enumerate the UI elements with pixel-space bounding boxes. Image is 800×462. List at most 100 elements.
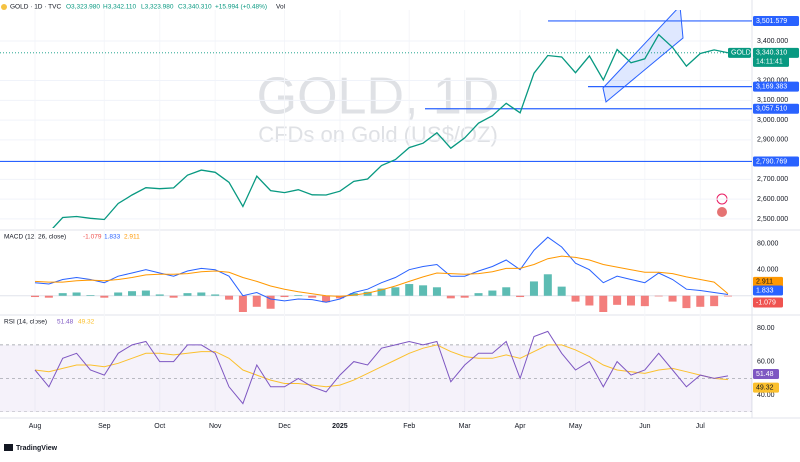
histogram-bar [169,295,178,298]
histogram-bar [141,290,150,296]
watermark-subtitle: CFDs on Gold (US$/OZ) [258,122,498,147]
histogram-bar [100,295,109,298]
last-price-tag: 3,340.310 [756,50,787,57]
histogram-bar [543,274,552,296]
histogram-bar [391,287,400,296]
macd-hist-value: -1.079 [83,234,102,241]
symbol[interactable]: GOLD · 1D · TVC [10,4,61,11]
level-label: 3,501.579 [756,18,787,25]
event-icon[interactable] [717,207,727,217]
ohlc-open: O3,323.980 [66,4,100,11]
histogram-bar [557,286,566,296]
histogram-bar [349,293,358,296]
x-tick-label: Dec [278,423,291,430]
histogram-bar [668,295,677,302]
y-tick-label: 3,000.000 [757,117,788,124]
histogram-bar [571,295,580,302]
signal-tag: 2.911 [756,279,773,286]
rsi-ma-value: 49.32 [78,319,95,326]
histogram-tag-bg [753,297,783,308]
x-tick-label: Aug [29,423,42,430]
histogram-bar [252,295,261,307]
y-tick-label: 2,700.000 [757,176,788,183]
histogram-bar [363,291,372,296]
last-price-tag-bg [753,47,799,58]
x-tick-label: 2025 [332,423,348,430]
y-tick-label: 40.00 [757,392,775,399]
rsi-title: RSI (14, close) [4,319,47,326]
x-tick-label: Nov [209,423,222,430]
symbol-tag-bg [728,47,751,58]
level-label-bg [753,15,799,26]
price-line [52,33,729,228]
rsi-value: 51.48 [57,319,74,326]
countdown-tag: 14:11:41 [756,59,783,66]
histogram-bar [516,295,525,298]
histogram-bar [225,295,234,300]
y-tick-label: 3,100.000 [757,97,788,104]
y-tick-label: 40.000 [757,267,779,274]
signal-value: 2.911 [124,234,140,241]
macd-tag-bg [753,285,783,296]
level-label-bg [753,103,799,114]
histogram-bar [31,295,39,298]
x-tick-label: Feb [403,423,415,430]
histogram-bar [114,292,123,296]
histogram-bar [405,284,414,296]
histogram-bar [626,295,635,306]
level-label: 2,790.769 [756,158,787,165]
volume[interactable]: Vol [276,4,286,11]
ma-line [34,344,729,388]
histogram-bar [72,292,81,296]
histogram-bar [322,295,331,303]
histogram-bar [599,295,608,312]
rsi-tag: 51.48 [756,371,774,378]
rsi-ma-tag-bg [753,382,779,393]
signal-tag-bg [753,276,783,287]
y-tick-label: 60.00 [757,358,775,365]
histogram-bar [280,295,289,298]
level-label: 3,169.383 [756,83,787,90]
histogram-bar [502,287,511,296]
x-tick-label: Sep [98,423,111,430]
histogram-bar [460,295,469,298]
price-plot [0,10,752,228]
macd-line [34,236,729,303]
histogram-bar [696,295,705,307]
histogram-bar [128,291,137,296]
macd-plot [0,236,752,312]
y-tick-label: 2,500.000 [757,216,788,223]
countdown-tag-bg [753,56,789,67]
ohlc-close: C3,340.310 [178,4,212,11]
macd-tag: 1.833 [756,287,774,294]
histogram-bar [419,285,428,296]
histogram-bar [308,295,317,298]
histogram-bar [197,292,206,296]
histogram-bar [266,295,275,309]
x-tick-label: Jul [696,423,705,430]
histogram-bar [446,295,455,299]
histogram-bar [529,281,538,296]
signal-line [34,255,729,297]
histogram-bar [682,295,691,309]
symbol-tag: GOLD [731,50,751,57]
histogram-bar [724,295,732,297]
y-tick-label: 80.000 [757,241,779,248]
histogram-bar [654,295,663,297]
rsi-tag-bg [753,368,779,379]
histogram-bar [377,288,386,296]
footer: TradingView [4,444,58,452]
x-tick-label: Oct [154,423,165,430]
ohlc-high: H3,342.110 [103,4,137,11]
rsi-plot [0,330,752,412]
change: +15.994 (+0.48%) [215,4,267,11]
y-tick-label: 3,400.000 [757,38,788,45]
histogram-bar [488,290,497,296]
x-tick-label: May [569,423,583,430]
x-tick-label: Apr [515,423,527,430]
histogram-bar [613,295,622,305]
histogram-bar [335,295,344,299]
level-label-bg [753,156,799,167]
y-tick-label: 80.00 [757,325,775,332]
